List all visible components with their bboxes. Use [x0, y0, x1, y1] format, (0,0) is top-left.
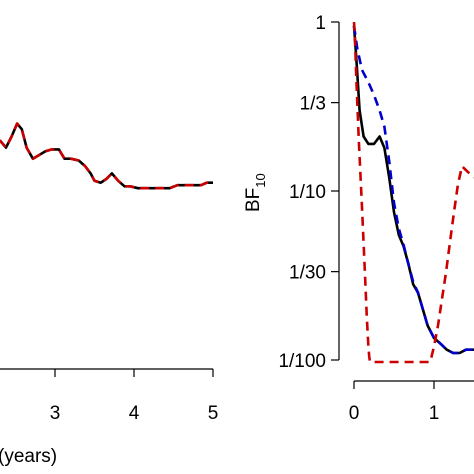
right-y-ticks: 1 1/3 1/10 1/30 1/100: [278, 13, 339, 372]
left-x-axis-title: (years): [0, 446, 57, 467]
left-x-tick-label: 4: [129, 403, 140, 424]
right-y-tick-label: 1/10: [289, 182, 326, 203]
y-axis-title-subscript: 10: [253, 173, 268, 187]
right-x-tick-label: 1: [429, 403, 440, 424]
right-x-tick-label: 0: [349, 403, 360, 424]
y-axis-title-main: BF: [243, 188, 264, 212]
right-series-line-0: [352, 25, 474, 355]
right-series: [352, 21, 474, 364]
right-y-tick-label: 1/100: [278, 351, 326, 372]
left-x-tick-label: 5: [208, 403, 219, 424]
right-y-tick-label: 1/3: [300, 94, 326, 115]
left-series: [0, 122, 213, 190]
right-series-line-2: [352, 21, 474, 364]
right-series-line-1: [352, 25, 474, 355]
right-y-axis-title: BF10: [243, 173, 268, 212]
left-x-ticks: 3 4 5: [50, 369, 219, 424]
left-panel: 3 4 5 (years): [0, 122, 219, 467]
right-y-tick-label: 1/30: [289, 263, 326, 284]
left-series-line-1: [0, 122, 213, 190]
right-y-tick-label: 1: [315, 13, 326, 34]
left-x-tick-label: 3: [50, 403, 61, 424]
